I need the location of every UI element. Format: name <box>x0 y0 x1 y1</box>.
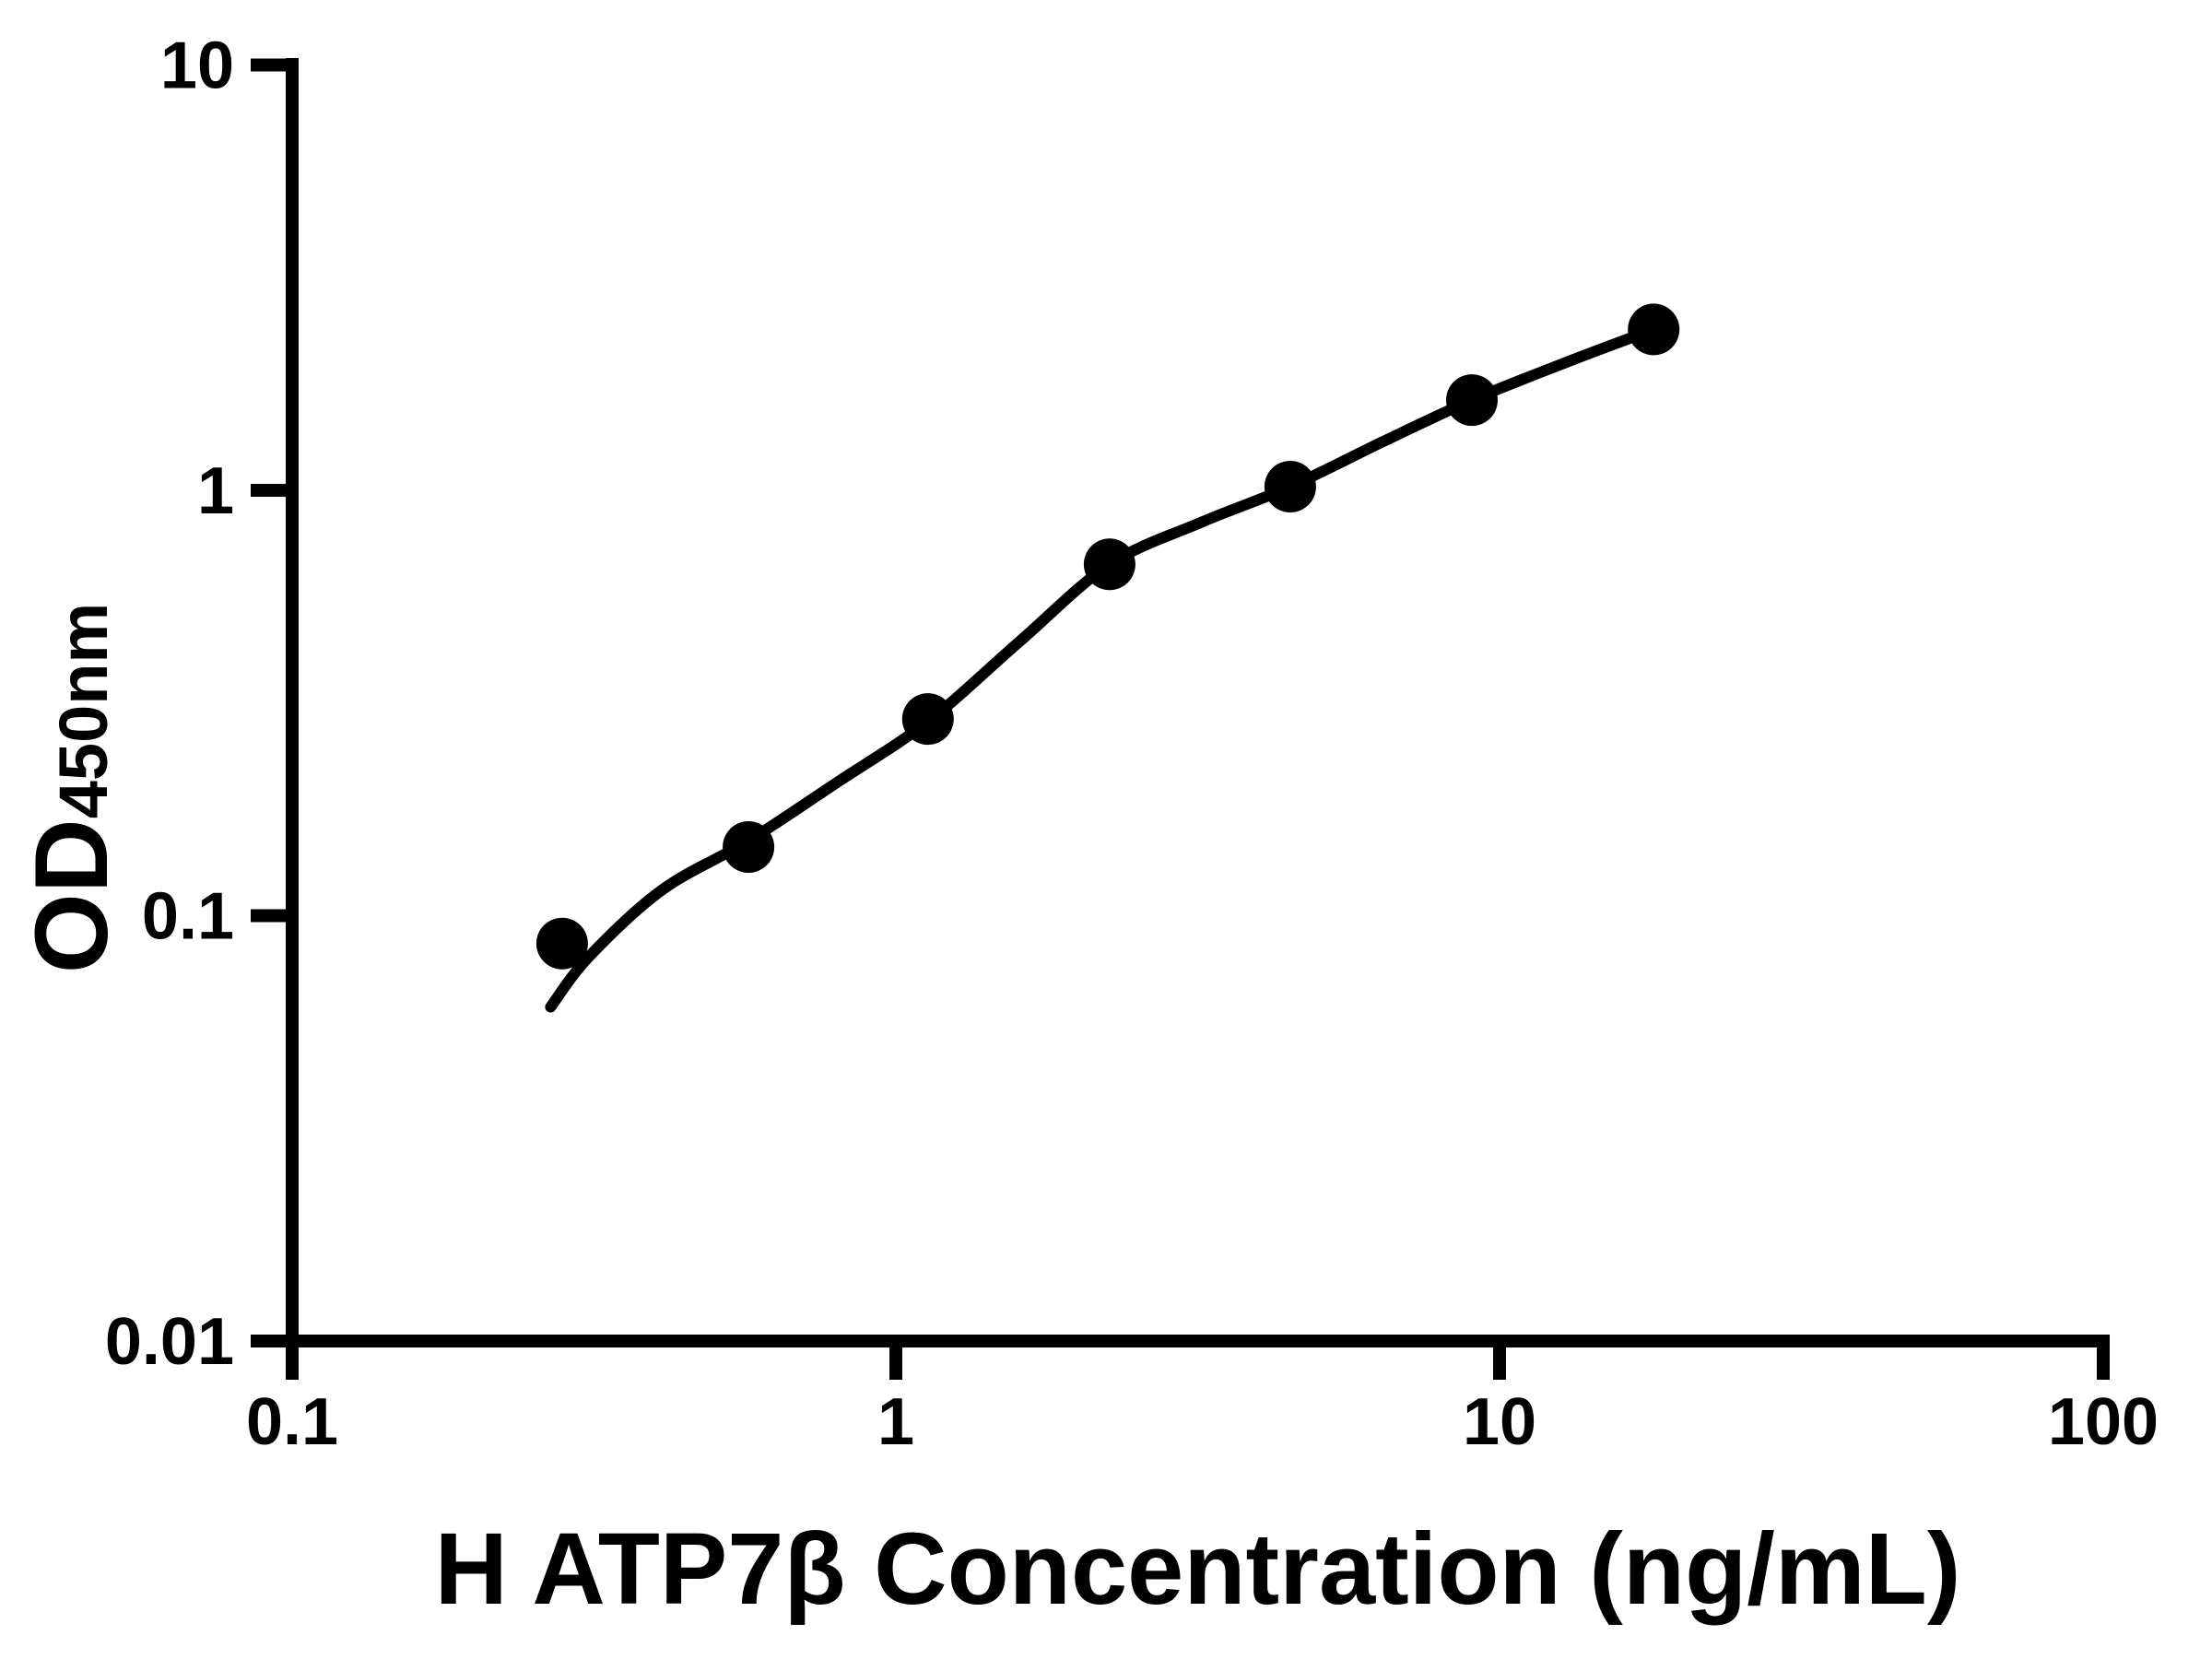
data-point <box>1264 461 1316 512</box>
data-point <box>1083 538 1135 591</box>
data-point <box>535 917 588 970</box>
y-axis-title: OD450nm <box>14 602 129 973</box>
y-axis-title-main: OD <box>14 818 129 974</box>
x-tick-label: 0.1 <box>246 1385 338 1459</box>
data-point <box>1628 303 1680 356</box>
y-axis-title-subscript: 450nm <box>45 602 122 819</box>
y-tick-label: 1 <box>197 454 234 528</box>
y-tick-label: 0.1 <box>142 880 234 954</box>
x-tick-label: 10 <box>1463 1385 1536 1459</box>
y-tick-label: 10 <box>160 29 234 103</box>
trend-line <box>545 324 1660 1013</box>
y-tick-label: 0.01 <box>105 1305 234 1379</box>
data-point <box>901 693 954 746</box>
x-axis-title: H ATP7β Concentration (ng/mL) <box>434 1512 1961 1626</box>
x-tick-label: 100 <box>2048 1385 2159 1459</box>
x-tick-label: 1 <box>877 1385 914 1459</box>
data-point <box>723 821 775 873</box>
data-point <box>1446 374 1498 427</box>
